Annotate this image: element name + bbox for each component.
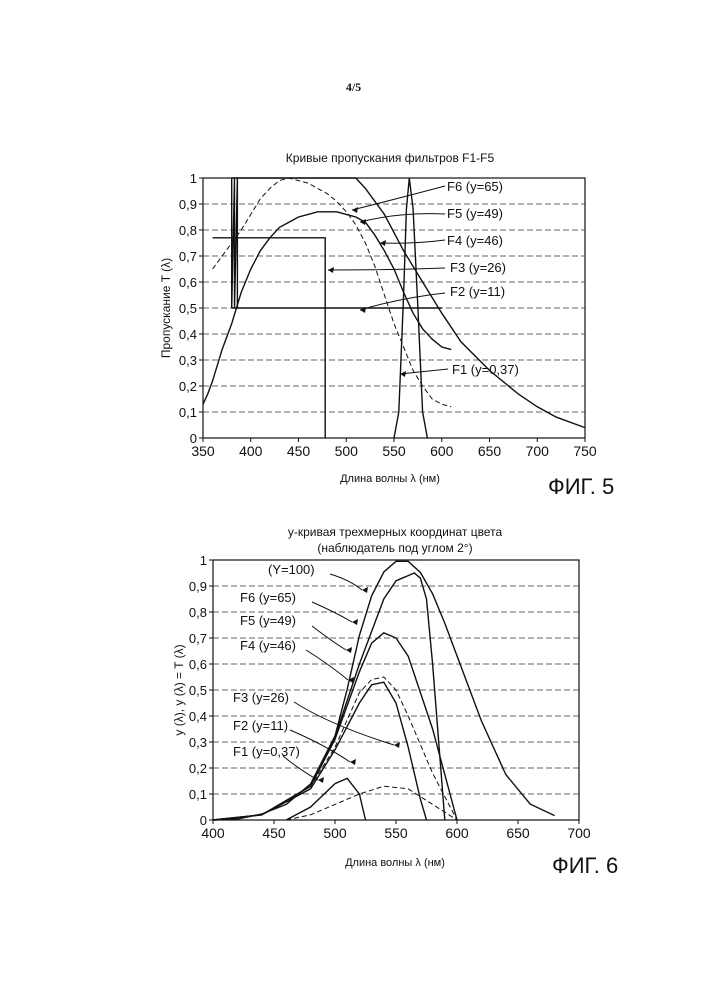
chart-title: Кривые пропускания фильтров F1-F5: [286, 151, 495, 165]
y-tick-label: 0,5: [179, 301, 197, 316]
y-tick-label: 0,1: [179, 405, 197, 420]
series-label: F1 (y=0,37): [452, 362, 519, 377]
y-tick-label: 0,3: [179, 353, 197, 368]
chart-title: y-кривая трехмерных координат цвета: [288, 525, 503, 539]
y-tick-label: 0,7: [179, 249, 197, 264]
series-label: F6 (y=65): [240, 590, 296, 605]
leader-arrowhead: [362, 587, 368, 593]
y-axis-label: Пропускание T (λ): [159, 258, 173, 358]
x-axis-label: Длина волны λ (нм): [340, 473, 440, 485]
x-tick-label: 750: [573, 443, 597, 459]
y-tick-label: 0,1: [189, 787, 207, 802]
leader-line: [306, 650, 348, 680]
x-tick-label: 450: [287, 443, 311, 459]
y-tick-label: 0,6: [189, 657, 207, 672]
y-tick-label: 0,9: [179, 197, 197, 212]
chart-subtitle: (наблюдатель под углом 2°): [317, 541, 472, 555]
x-tick-label: 600: [430, 443, 454, 459]
x-tick-label: 350: [191, 443, 215, 459]
leader-arrowhead: [352, 619, 358, 625]
y-tick-label: 0,2: [179, 379, 197, 394]
x-tick-label: 500: [323, 825, 347, 841]
series-label: F2 (y=11): [233, 718, 288, 733]
leader-line: [400, 369, 448, 374]
leader-arrowhead: [394, 742, 400, 748]
series-label: F4 (y=46): [240, 638, 296, 653]
y-tick-label: 0,9: [189, 579, 207, 594]
series-label: F5 (y=49): [447, 206, 503, 221]
x-tick-label: 700: [567, 825, 591, 841]
leader-arrowhead: [350, 759, 356, 765]
series-label: F4 (y=46): [447, 233, 503, 248]
y-tick-label: 0,4: [189, 709, 207, 724]
y-tick-label: 0,8: [189, 605, 207, 620]
series-label: F1 (y=0,37): [233, 744, 300, 759]
series-label: F5 (y=49): [240, 613, 296, 628]
y-tick-label: 0,7: [189, 631, 207, 646]
leader-arrowhead: [328, 267, 334, 273]
series-label: F2 (y=11): [450, 284, 505, 299]
series-line-2: [232, 178, 238, 308]
y-tick-label: 0,5: [189, 683, 207, 698]
x-tick-label: 600: [445, 825, 469, 841]
x-tick-label: 450: [262, 825, 286, 841]
x-tick-label: 700: [526, 443, 550, 459]
leader-line: [360, 214, 445, 222]
y-axis-label: y (λ), y (λ) = T (λ): [172, 644, 186, 735]
leader-arrowhead: [346, 647, 352, 653]
series-label: F3 (y=26): [450, 260, 506, 275]
y-tick-label: 1: [200, 553, 207, 568]
x-tick-label: 500: [335, 443, 359, 459]
series-label: F3 (y=26): [233, 690, 289, 705]
y-tick-label: 0,2: [189, 761, 207, 776]
series-label: F6 (y=65): [447, 179, 503, 194]
y-tick-label: 0,8: [179, 223, 197, 238]
leader-line: [380, 240, 445, 243]
figure-5: Кривые пропускания фильтров F1-F500,10,2…: [159, 151, 614, 499]
leader-line: [328, 268, 445, 270]
leader-arrowhead: [318, 777, 324, 783]
leader-arrowhead: [352, 207, 358, 213]
figure-caption: ФИГ. 6: [552, 853, 618, 878]
series-line-7: [286, 778, 365, 820]
y-tick-label: 0,4: [179, 327, 197, 342]
leader-line: [330, 574, 362, 590]
series-label: (Y=100): [268, 562, 315, 577]
series-line-6: [286, 786, 457, 820]
x-axis-label: Длина волны λ (нм): [345, 857, 445, 869]
figure-caption: ФИГ. 5: [548, 474, 614, 499]
y-tick-label: 1: [190, 171, 197, 186]
x-tick-label: 550: [384, 825, 408, 841]
x-tick-label: 650: [506, 825, 530, 841]
figure-6: y-кривая трехмерных координат цвета (набл…: [172, 525, 618, 878]
y-tick-label: 0,3: [189, 735, 207, 750]
x-tick-label: 400: [239, 443, 263, 459]
series-line-3: [213, 238, 326, 438]
x-tick-label: 550: [382, 443, 406, 459]
x-tick-label: 400: [201, 825, 225, 841]
y-tick-label: 0,6: [179, 275, 197, 290]
x-tick-label: 650: [478, 443, 502, 459]
